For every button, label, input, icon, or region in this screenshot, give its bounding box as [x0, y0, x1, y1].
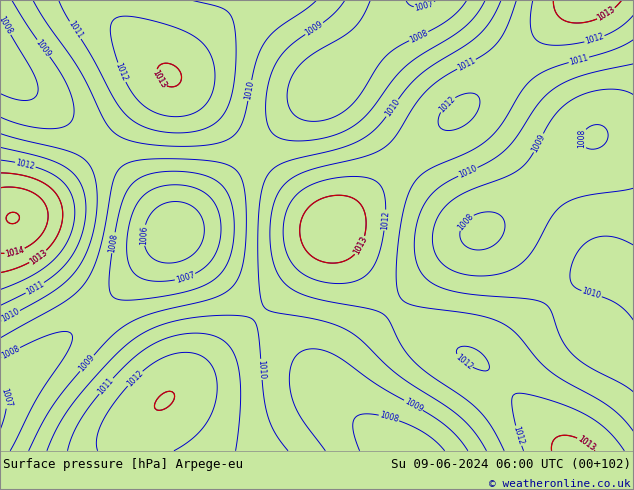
Text: 1009: 1009: [530, 132, 547, 154]
Text: 1012: 1012: [584, 32, 605, 47]
Text: 1013: 1013: [596, 5, 617, 23]
Text: 1009: 1009: [34, 38, 53, 59]
Text: 1011: 1011: [96, 376, 115, 396]
Text: 1012: 1012: [453, 352, 474, 371]
Text: Surface pressure [hPa] Arpege-eu: Surface pressure [hPa] Arpege-eu: [3, 458, 243, 471]
Text: 1012: 1012: [125, 368, 145, 389]
Text: 1013: 1013: [353, 235, 370, 256]
Text: 1008: 1008: [408, 28, 429, 45]
Text: 1012: 1012: [512, 425, 526, 446]
Text: 1008: 1008: [455, 211, 475, 232]
Text: 1011: 1011: [569, 53, 589, 67]
Text: 1008: 1008: [0, 15, 14, 36]
Text: 1008: 1008: [378, 411, 399, 424]
Text: 1010: 1010: [256, 360, 266, 379]
Text: 1011: 1011: [66, 20, 84, 41]
Text: 1013: 1013: [576, 434, 597, 452]
Text: 1007: 1007: [174, 270, 196, 285]
Text: 1009: 1009: [77, 353, 96, 373]
Text: 1012: 1012: [380, 210, 391, 230]
Text: 1008: 1008: [107, 233, 119, 253]
Text: 1013: 1013: [353, 235, 370, 256]
Text: 1010: 1010: [581, 287, 602, 301]
Text: 1010: 1010: [243, 80, 256, 101]
Text: © weatheronline.co.uk: © weatheronline.co.uk: [489, 479, 631, 489]
Text: 1013: 1013: [28, 247, 49, 266]
Text: 1013: 1013: [150, 69, 168, 90]
Text: 1010: 1010: [0, 307, 21, 324]
Text: 1008: 1008: [577, 129, 586, 148]
Text: 1010: 1010: [457, 164, 479, 180]
Text: 1013: 1013: [150, 69, 168, 90]
Text: 1006: 1006: [139, 225, 148, 245]
Text: 1013: 1013: [576, 434, 597, 452]
Text: 1013: 1013: [28, 247, 49, 266]
Text: 1013: 1013: [596, 5, 617, 23]
Text: 1011: 1011: [456, 56, 477, 73]
Text: 1012: 1012: [113, 62, 129, 83]
Text: 1007: 1007: [0, 388, 13, 409]
Text: 1012: 1012: [437, 94, 457, 114]
Text: 1007: 1007: [414, 0, 435, 13]
Text: 1011: 1011: [25, 279, 46, 296]
Text: 1009: 1009: [403, 396, 424, 414]
Text: 1009: 1009: [304, 20, 325, 38]
Text: 1008: 1008: [0, 344, 21, 361]
Text: 1012: 1012: [15, 158, 36, 171]
Text: 1014: 1014: [4, 245, 25, 259]
Text: Su 09-06-2024 06:00 UTC (00+102): Su 09-06-2024 06:00 UTC (00+102): [391, 458, 631, 471]
Text: 1014: 1014: [4, 245, 25, 259]
Text: 1010: 1010: [383, 98, 401, 119]
